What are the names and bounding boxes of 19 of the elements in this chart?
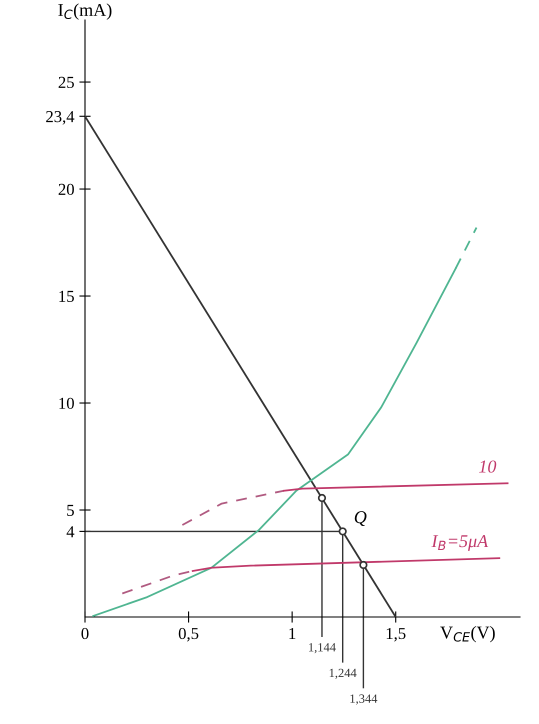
x-axis-title: V$_{CE}$(V) xyxy=(440,626,495,642)
y-tick-label: 4 xyxy=(66,526,74,538)
x-tick-label: 1,5 xyxy=(386,628,406,642)
y-tick-label: 25 xyxy=(58,76,74,88)
y-tick-label: 23,4 xyxy=(46,111,74,125)
ref-line-label: 1,344 xyxy=(350,694,378,705)
y-tick-label: 15 xyxy=(59,290,74,302)
ref-line-label: 1,144 xyxy=(309,643,336,654)
x-tick-label: 0,5 xyxy=(178,628,198,642)
y-tick-label: 20 xyxy=(58,184,74,195)
x-tick-label: 1 xyxy=(289,628,296,639)
y-axis-title: I$_{C}$(mA) xyxy=(58,3,112,20)
y-tick-label: 10 xyxy=(59,398,74,409)
y-tick-label: 5 xyxy=(67,504,74,516)
ref-line-label: 1,244 xyxy=(330,668,357,679)
series-label: I$_{B}$=5μA xyxy=(431,535,488,551)
annotation: Q xyxy=(354,511,366,526)
x-tick-label: 0 xyxy=(81,628,89,640)
series-label: 10 xyxy=(479,460,496,473)
